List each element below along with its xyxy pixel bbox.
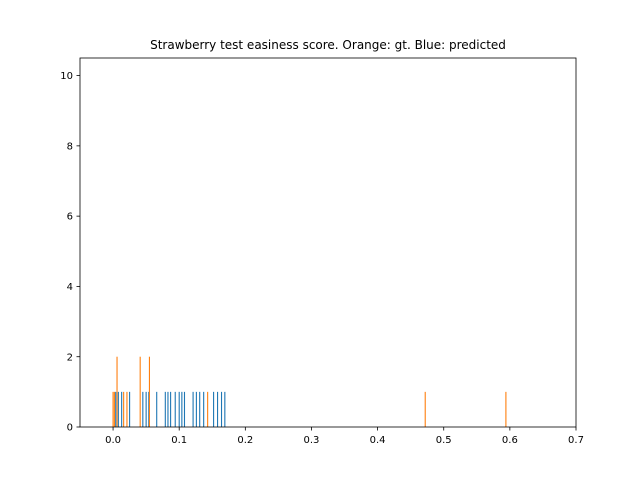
x-tick-label: 0.2: [237, 435, 253, 446]
y-tick-label: 4: [67, 282, 73, 293]
histogram-bar-series-1: [121, 391, 123, 427]
histogram-bar-series-2: [112, 391, 114, 427]
x-tick-label: 0.6: [502, 435, 518, 446]
histogram-bar-series-1: [183, 391, 186, 427]
histogram-bar-series-1: [156, 391, 158, 427]
histogram-bar-series-1: [170, 391, 172, 427]
y-tick-label: 6: [67, 212, 73, 223]
histogram-bar-series-1: [213, 391, 215, 427]
histogram-bar-series-1: [167, 391, 169, 427]
y-tick-label: 0: [67, 423, 73, 434]
x-tick-label: 0.1: [171, 435, 187, 446]
y-tick-label: 8: [67, 141, 73, 152]
histogram-bar-series-1: [217, 391, 219, 427]
histogram-bar-series-1: [129, 391, 131, 427]
histogram-bar-series-1: [145, 391, 147, 427]
x-tick-label: 0.3: [304, 435, 320, 446]
histogram-bar-series-2: [139, 356, 141, 427]
x-tick-label: 0.5: [436, 435, 452, 446]
histogram-bar-series-1: [117, 391, 119, 427]
histogram-bar-series-1: [178, 391, 180, 427]
histogram-bar-series-1: [174, 391, 176, 427]
histogram-bar-series-2: [126, 391, 128, 427]
chart-title: Strawberry test easiness score. Orange: …: [150, 38, 506, 52]
histogram-bar-series-1: [195, 391, 197, 427]
histogram-bar-series-1: [203, 391, 205, 427]
histogram-bar-series-1: [220, 391, 223, 427]
histogram-bar-series-2: [116, 356, 118, 427]
histogram-bar-series-1: [115, 391, 117, 427]
x-axis: 0.0 0.1 0.2 0.3 0.4 0.5 0.6 0.7: [105, 427, 584, 446]
bars-group: [112, 356, 507, 427]
x-tick-label: 0.0: [105, 435, 121, 446]
histogram-bar-series-1: [192, 391, 194, 427]
axes-frame: [79, 57, 577, 428]
y-tick-label: 2: [67, 352, 73, 363]
histogram-bar-series-1: [181, 391, 183, 427]
histogram-bar-series-2: [113, 391, 115, 427]
histogram-bar-series-2: [148, 356, 150, 427]
histogram-bar-series-2: [505, 391, 507, 427]
histogram-bar-series-2: [424, 391, 426, 427]
histogram-bar-series-1: [199, 391, 201, 427]
histogram-bar-series-1: [142, 391, 144, 427]
histogram-bar-series-1: [148, 391, 150, 427]
x-tick-label: 0.7: [568, 435, 584, 446]
histogram-bar-series-2: [123, 391, 125, 427]
histogram-bar-series-1: [224, 391, 226, 427]
y-axis: 0 2 4 6 8 10: [60, 71, 80, 434]
x-tick-label: 0.4: [370, 435, 386, 446]
histogram-bar-series-2: [207, 391, 209, 427]
y-tick-label: 10: [60, 71, 73, 82]
histogram-bar-series-1: [164, 391, 166, 427]
